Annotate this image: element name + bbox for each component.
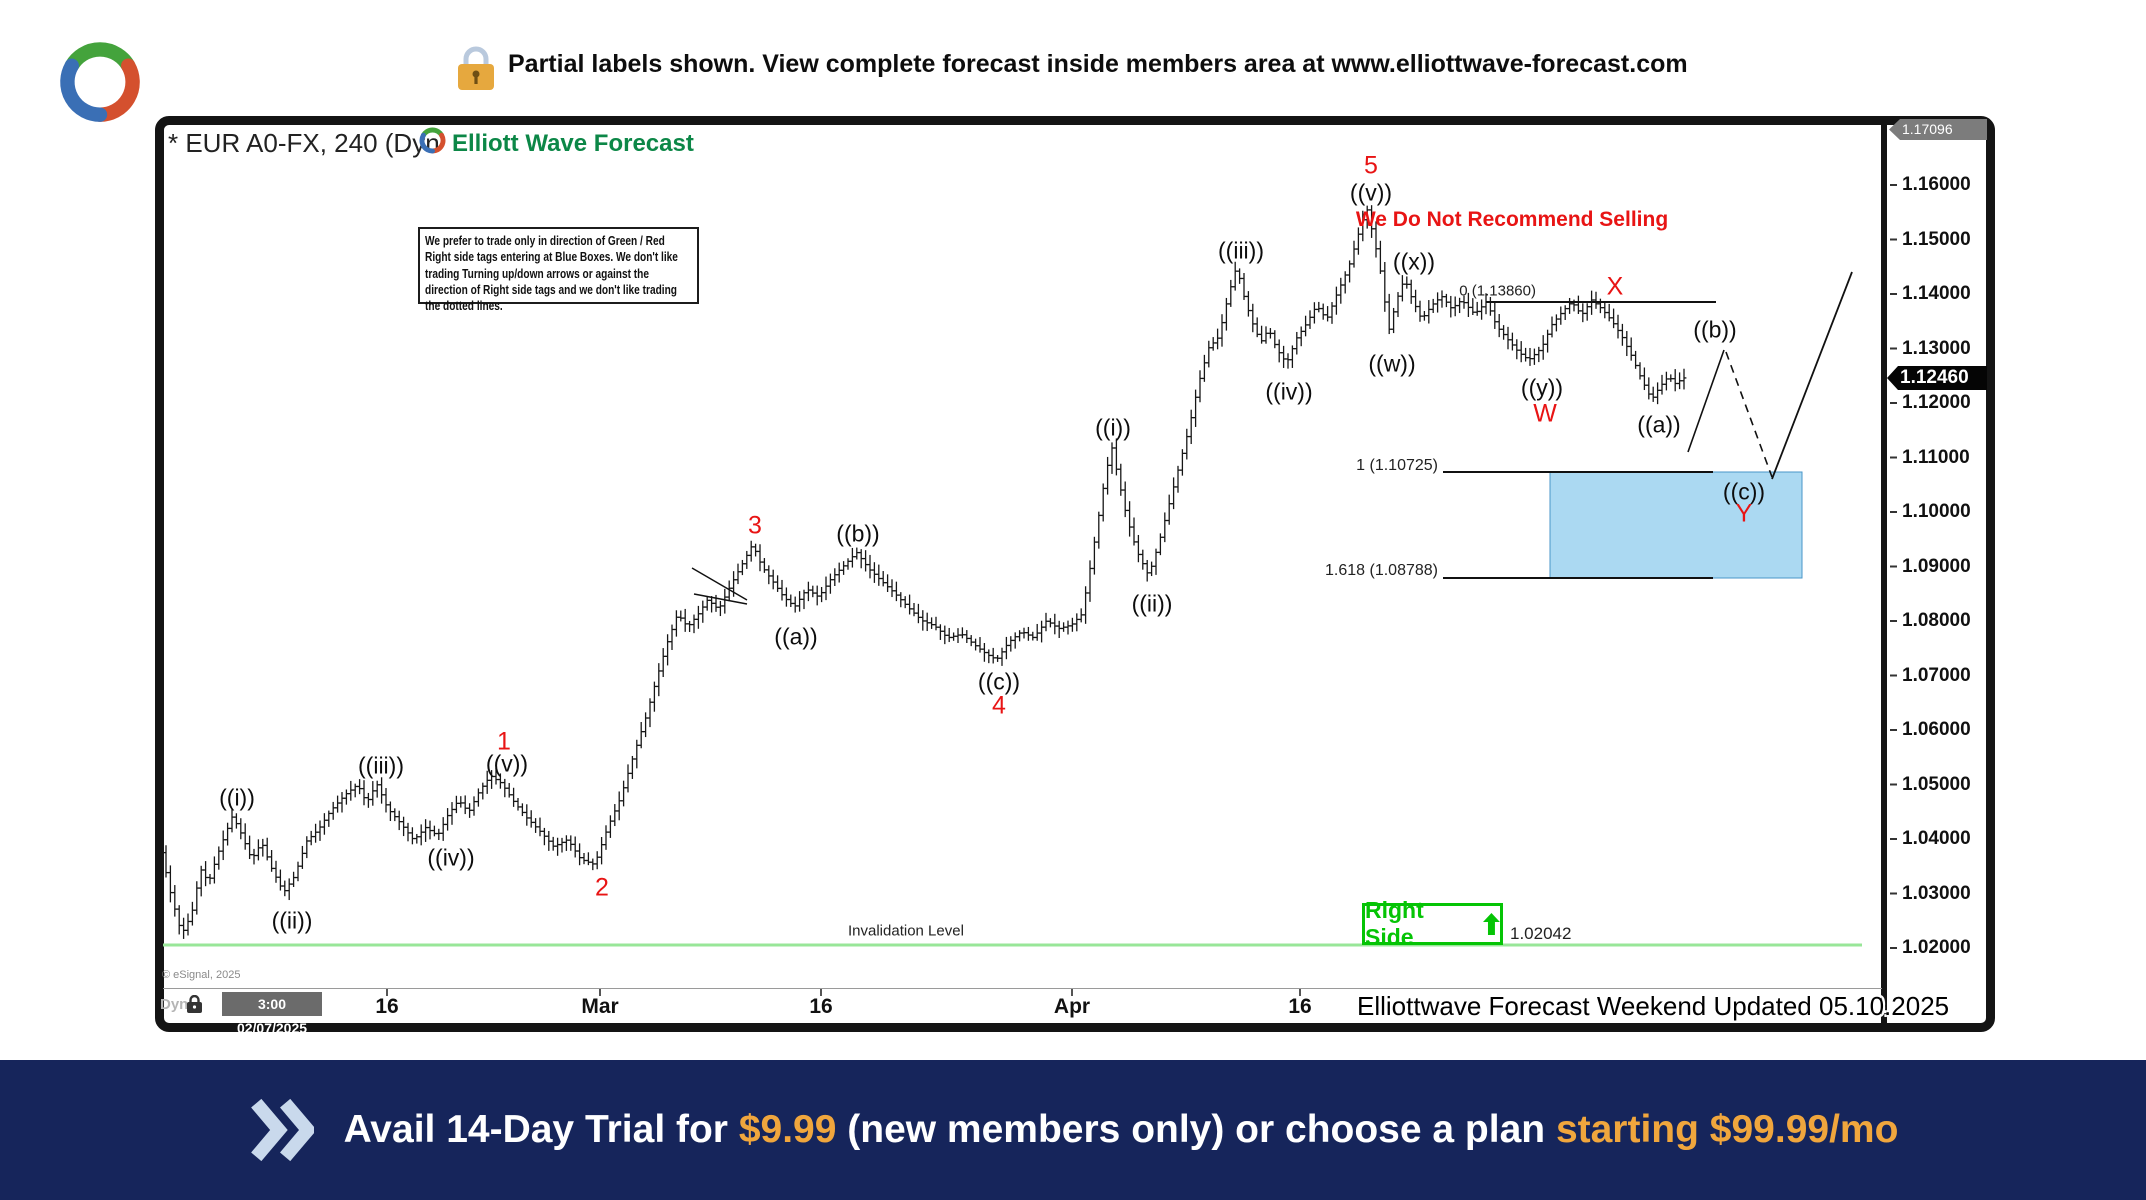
invalidation-value: 1.02042 bbox=[1510, 924, 1572, 943]
wave-label: ((i)) bbox=[1095, 414, 1131, 441]
wave-label: ((ii)) bbox=[271, 907, 313, 934]
y-axis-label: 1.14000 bbox=[1902, 283, 1971, 304]
last-price-badge: 1.12460 bbox=[1887, 366, 1987, 390]
chart-title: * EUR A0-FX, 240 (Dyn bbox=[168, 128, 440, 158]
trading-disclaimer-box: We prefer to trade only in direction of … bbox=[418, 227, 699, 313]
y-axis-label: 1.12000 bbox=[1902, 392, 1971, 413]
wave-degree-label: 5 bbox=[1364, 151, 1378, 180]
wave-label: ((b)) bbox=[836, 520, 880, 547]
wave-label: ((iii)) bbox=[1218, 237, 1264, 264]
brand-logo-icon bbox=[417, 125, 448, 156]
y-axis-label: 1.03000 bbox=[1902, 882, 1971, 904]
time-axis-line bbox=[163, 988, 1882, 989]
wave-degree-label: 3 bbox=[748, 511, 762, 540]
wave-label: ((v)) bbox=[485, 750, 529, 777]
elliottwave-forecast-logo bbox=[52, 34, 148, 130]
wave-degree-label: Y bbox=[1735, 499, 1753, 528]
y-axis-label: 1.02000 bbox=[1902, 937, 1971, 958]
x-axis-label: Mar bbox=[581, 995, 619, 1018]
x-axis-label: 16 bbox=[375, 995, 399, 1018]
wave-degree-label: W bbox=[1533, 399, 1557, 428]
header-notice: Partial labels shown. View complete fore… bbox=[508, 50, 1688, 78]
promo-price-plan: starting $99.99/mo bbox=[1555, 1108, 1899, 1151]
trial-promo-banner[interactable]: Avail 14-Day Trial for $9.99 (new member… bbox=[0, 1060, 2146, 1200]
wave-degree-label: X bbox=[1606, 272, 1624, 301]
high-price-badge: 1.17096 bbox=[1889, 119, 1987, 140]
wave-label: ((ii)) bbox=[1131, 590, 1173, 617]
y-axis-label: 1.09000 bbox=[1902, 555, 1971, 577]
right-side-tag: Right Side bbox=[1362, 897, 1503, 950]
wave-label: ((a)) bbox=[1637, 411, 1681, 438]
y-axis-label: 1.08000 bbox=[1902, 610, 1971, 631]
update-note: Elliottwave Forecast Weekend Updated 05.… bbox=[1357, 991, 1950, 1021]
x-axis-label: 16 bbox=[1288, 995, 1312, 1018]
wave-label: ((iii)) bbox=[358, 752, 404, 779]
promo-price-trial: $9.99 bbox=[738, 1108, 837, 1151]
wave-label: ((y)) bbox=[1520, 374, 1564, 401]
wave-degree-label: 2 bbox=[595, 873, 609, 902]
brand-name: Elliott Wave Forecast bbox=[452, 130, 694, 157]
timestamp-badge: 3:00 02/07/2025 bbox=[222, 992, 322, 1036]
wave-label: ((iv)) bbox=[1265, 378, 1313, 405]
trading-disclaimer-text: We prefer to trade only in direction of … bbox=[425, 233, 678, 313]
wave-label: ((a)) bbox=[774, 623, 818, 650]
chart-lock-icon bbox=[186, 995, 203, 1014]
y-axis-label: 1.15000 bbox=[1902, 228, 1971, 250]
price-pane-separator bbox=[1881, 125, 1887, 1023]
dyn-mode-label: Dyn bbox=[160, 996, 189, 1013]
invalidation-label: Invalidation Level bbox=[848, 922, 964, 940]
y-axis-label: 1.11000 bbox=[1902, 446, 1970, 468]
wave-label: ((v)) bbox=[1349, 179, 1393, 206]
wave-degree-label: 1 bbox=[497, 727, 511, 756]
y-axis-label: 1.10000 bbox=[1902, 501, 1971, 522]
x-axis-label: 16 bbox=[809, 995, 833, 1018]
y-axis-label: 1.13000 bbox=[1902, 337, 1971, 359]
double-chevron-icon bbox=[250, 1098, 314, 1162]
y-axis-label: 1.05000 bbox=[1902, 773, 1971, 795]
wave-label: ((c)) bbox=[1722, 478, 1766, 505]
no-sell-warning: We Do Not Recommend Selling bbox=[1355, 208, 1669, 231]
y-axis-label: 1.06000 bbox=[1902, 719, 1971, 740]
y-axis-label: 1.07000 bbox=[1902, 664, 1971, 686]
promo-text-1: Avail 14-Day Trial for bbox=[343, 1108, 739, 1151]
promo-text-2: (new members only) or choose a plan bbox=[836, 1108, 1556, 1151]
up-arrow-icon bbox=[1483, 913, 1500, 935]
wave-label: ((c)) bbox=[977, 668, 1021, 695]
wave-label: ((i)) bbox=[219, 784, 255, 811]
wave-label: ((w)) bbox=[1368, 350, 1416, 377]
right-side-label: Right Side bbox=[1365, 897, 1424, 950]
x-axis-label: Apr bbox=[1053, 995, 1091, 1018]
y-axis-label: 1.16000 bbox=[1902, 174, 1971, 195]
esignal-copyright: © eSignal, 2025 bbox=[162, 969, 241, 981]
wave-label: ((x)) bbox=[1392, 248, 1436, 275]
fib-1618-label: 1.618 (1.08788) bbox=[1325, 562, 1438, 579]
promo-text: Avail 14-Day Trial for $9.99 (new member… bbox=[344, 1108, 1899, 1152]
fib-one-label: 1 (1.10725) bbox=[1356, 457, 1438, 474]
lock-icon bbox=[456, 42, 496, 92]
y-axis-label: 1.04000 bbox=[1902, 828, 1971, 849]
fib-zero-label: 0 (1.13860) bbox=[1459, 282, 1536, 300]
wave-degree-label: 4 bbox=[992, 691, 1006, 720]
wave-label: ((b)) bbox=[1693, 316, 1737, 343]
wave-label: ((iv)) bbox=[427, 844, 475, 871]
